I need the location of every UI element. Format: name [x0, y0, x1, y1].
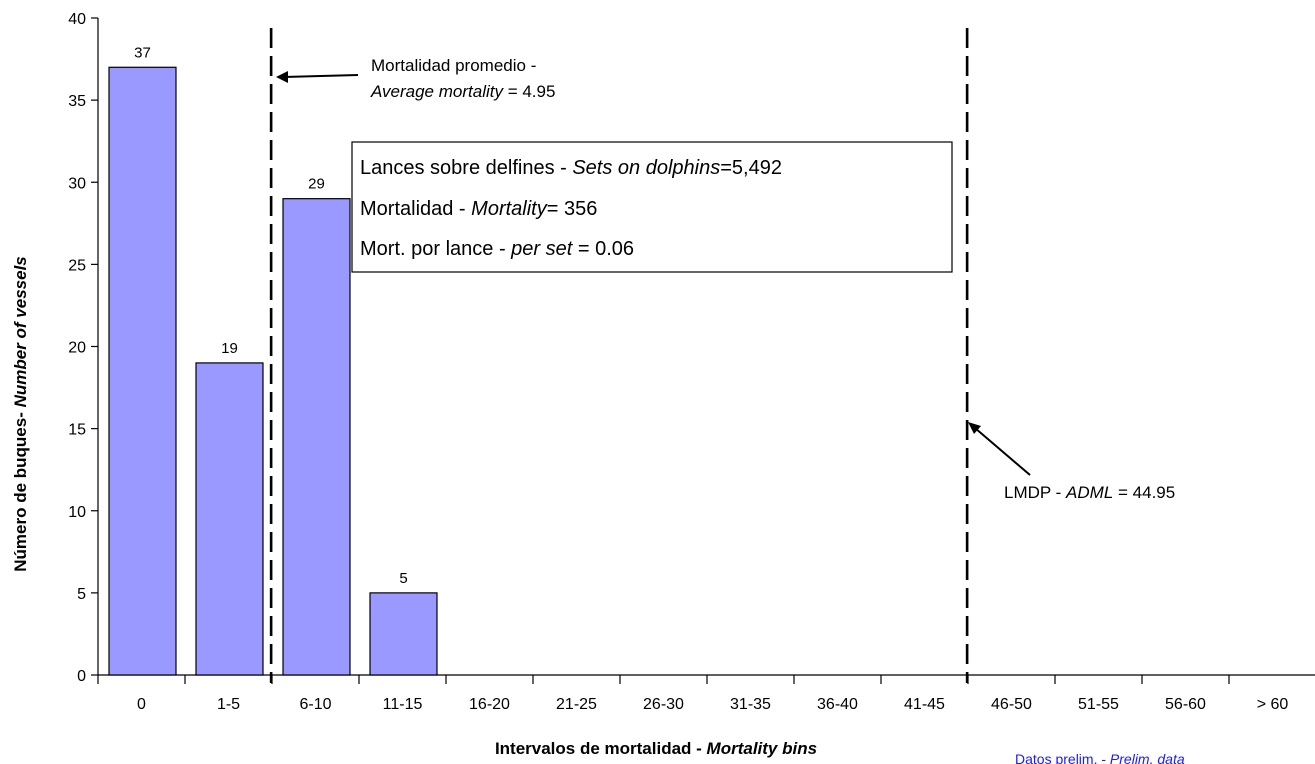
y-tick-label-35: 35	[68, 93, 86, 110]
bar-label-11-15: 5	[399, 570, 407, 587]
bar-11-15	[369, 592, 438, 676]
y-tick-label-10: 10	[68, 504, 86, 521]
x-tick-label-2: 6-10	[299, 696, 331, 713]
x-tick-label-8: 36-40	[817, 696, 858, 713]
x-axis-title: Intervalos de mortalidad - Mortality bin…	[495, 739, 817, 758]
y-tick-label-15: 15	[68, 422, 86, 439]
adml-label: LMDP - ADML = 44.95	[1004, 483, 1175, 502]
x-tick-label-7: 31-35	[730, 696, 771, 713]
y-tick-label-25: 25	[68, 257, 86, 274]
avg-mortality-label: Mortalidad promedio -	[371, 56, 536, 75]
x-axis-ticks: 0 1-5 6-10 11-15 16-20 21-25 26-30 31-35 36-40 41…	[97, 675, 1289, 713]
bar-label-6-10: 29	[308, 176, 325, 193]
y-tick-label-0: 0	[77, 668, 86, 685]
y-tick-label-30: 30	[68, 175, 86, 192]
info-box-sets: Lances sobre delfines - Sets on dolphins…	[360, 157, 782, 179]
bar-labels-group: 37 19 29 5	[134, 44, 408, 587]
y-tick-label-5: 5	[77, 586, 86, 603]
x-tick-label-0: 0	[137, 696, 146, 713]
x-tick-label-10: 46-50	[991, 696, 1032, 713]
x-tick-label-13: > 60	[1257, 696, 1289, 713]
x-tick-label-5: 21-25	[556, 696, 597, 713]
reference-lines	[269, 28, 969, 683]
bar-1-5	[195, 362, 264, 676]
x-tick-label-9: 41-45	[904, 696, 945, 713]
adml-arrow	[968, 422, 1031, 476]
y-axis-title: Número de buques- Number of vessels	[11, 256, 30, 572]
info-box	[351, 141, 953, 273]
prelim-data-note: Datos prelim. - Prelim. data	[1015, 751, 1185, 764]
x-tick-label-12: 56-60	[1165, 696, 1206, 713]
y-axis-ticks: 0 5 10 15 20 25 30 35 40	[68, 11, 98, 685]
x-tick-label-1: 1-5	[217, 696, 240, 713]
x-tick-label-11: 51-55	[1078, 696, 1119, 713]
x-tick-label-6: 26-30	[643, 696, 684, 713]
bar-0	[108, 66, 177, 676]
avg-mortality-value: Average mortality = 4.95	[370, 82, 555, 101]
x-tick-label-4: 16-20	[469, 696, 510, 713]
bar-label-0: 37	[134, 44, 151, 61]
bar-label-1-5: 19	[221, 340, 238, 357]
x-tick-label-3: 11-15	[383, 696, 423, 713]
bar-6-10	[282, 198, 351, 676]
info-box-mortality: Mortalidad - Mortality= 356	[360, 198, 597, 220]
bars-group	[108, 66, 438, 676]
info-box-per-set: Mort. por lance - per set = 0.06	[360, 238, 634, 260]
y-tick-label-40: 40	[68, 11, 86, 28]
y-tick-label-20: 20	[68, 340, 86, 357]
avg-mortality-arrow	[276, 71, 359, 83]
